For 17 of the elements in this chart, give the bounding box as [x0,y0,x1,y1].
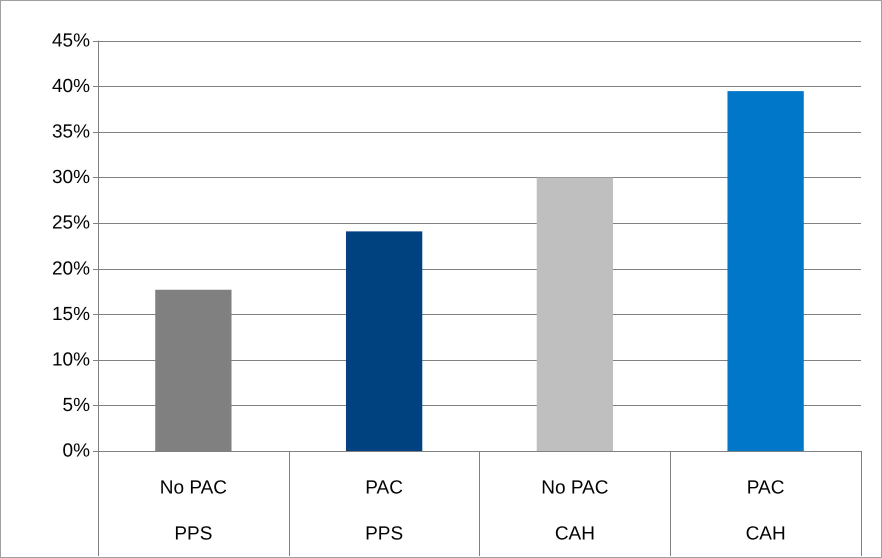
bar [346,231,422,451]
y-tick-label: 20% [52,258,90,280]
bar [536,178,614,451]
category-label: No PAC PPS [160,478,227,544]
y-tick-label: 5% [62,394,90,416]
y-tick-label: 45% [52,30,90,52]
y-tick-label: 25% [52,212,90,234]
bar [727,91,804,451]
y-tick-label: 0% [62,440,90,462]
y-tick-label: 15% [52,304,90,325]
category-label: PAC PPS [365,478,404,544]
category-label: PAC CAH [746,478,786,544]
y-tick-label: 40% [52,76,90,98]
y-tick-label: 35% [52,122,90,143]
y-tick-label: 10% [52,349,90,370]
category-label: No PAC CAH [541,478,608,544]
y-tick-label: 30% [52,167,90,188]
